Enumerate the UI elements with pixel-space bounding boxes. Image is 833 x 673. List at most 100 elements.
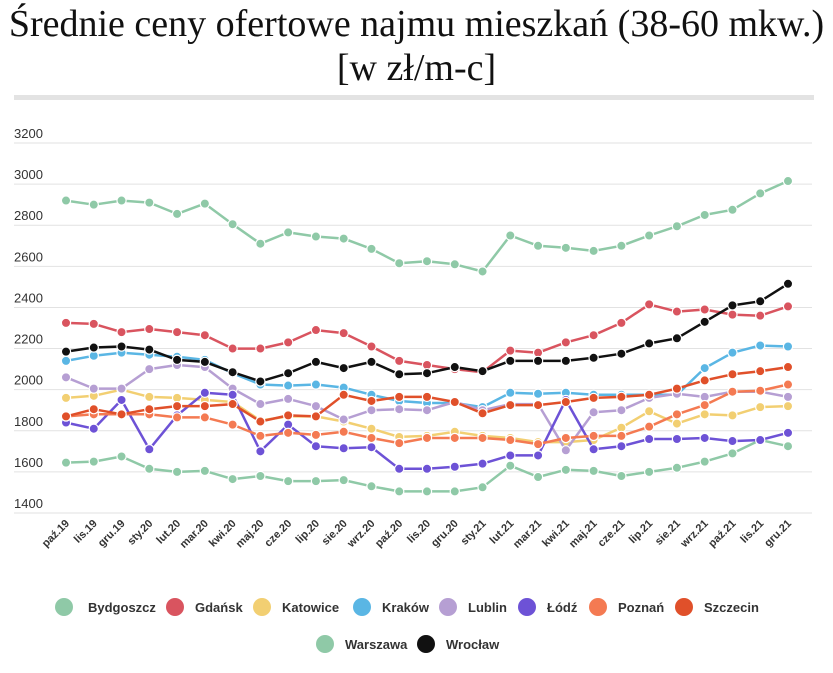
data-point (310, 356, 322, 368)
data-point (366, 243, 377, 255)
x-tick-label: lip.20 (294, 518, 322, 546)
data-point (116, 383, 127, 394)
data-point (144, 391, 155, 403)
data-point (199, 387, 211, 398)
legend: Bydgoszcz Gdańsk Katowice Kraków Lublin Łódź P… (55, 598, 759, 653)
legend-marker (417, 635, 435, 653)
data-point (699, 316, 710, 328)
data-point (755, 401, 766, 413)
data-point (560, 464, 572, 476)
data-point (255, 430, 266, 442)
data-point (394, 403, 405, 415)
data-point (755, 434, 766, 446)
data-point (505, 434, 516, 446)
data-point (310, 411, 322, 422)
data-point (310, 231, 322, 242)
data-point (144, 344, 155, 355)
data-point (394, 391, 405, 403)
data-point (88, 383, 99, 394)
x-tick-label: mar.20 (178, 518, 211, 551)
data-point (616, 240, 627, 251)
data-point (310, 324, 322, 336)
data-point (643, 421, 655, 432)
legend-marker (166, 598, 184, 616)
data-point (505, 355, 516, 367)
data-point (227, 389, 238, 401)
data-point (144, 463, 155, 475)
x-tick-label: sty.20 (125, 518, 155, 548)
data-point (144, 363, 155, 375)
data-point (421, 405, 433, 416)
series-1 (60, 434, 794, 497)
data-point (171, 208, 183, 220)
data-point (560, 355, 572, 367)
legend-item: Katowice (253, 598, 339, 616)
data-point (171, 326, 183, 338)
data-point (227, 473, 238, 485)
data-point (171, 400, 183, 412)
legend-marker (353, 598, 371, 616)
x-tick-label: gru.20 (429, 518, 461, 550)
legend-marker (253, 598, 271, 616)
series-8 (60, 361, 794, 427)
x-axis-ticks: paź.19 lis.19gru.19sty.20lut.20mar.20kwi.… (40, 518, 794, 551)
data-point (88, 342, 99, 353)
title-divider (14, 95, 814, 100)
data-point (171, 466, 183, 478)
data-point (255, 398, 266, 410)
data-point (227, 398, 238, 410)
data-point (616, 317, 627, 329)
data-point (338, 389, 349, 401)
data-point (588, 329, 599, 341)
data-point (338, 426, 349, 438)
data-point (699, 304, 710, 315)
legend-item: Warszawa (316, 635, 408, 653)
data-point (588, 444, 599, 455)
data-point (671, 418, 683, 429)
y-tick-label: 2600 (14, 249, 43, 264)
x-tick-label: sie.20 (320, 518, 350, 548)
data-point (282, 368, 294, 379)
data-point (366, 423, 377, 434)
data-point (588, 392, 599, 404)
legend-label: Lublin (468, 600, 507, 615)
data-point (144, 323, 155, 335)
data-point (532, 450, 544, 461)
legend-marker (439, 598, 457, 616)
data-point (310, 475, 322, 487)
data-point (227, 343, 238, 354)
data-point (782, 278, 794, 290)
data-point (671, 221, 683, 232)
data-point (199, 412, 211, 423)
data-point (310, 440, 322, 452)
data-point (282, 337, 294, 348)
x-tick-label: kwi.20 (207, 518, 239, 550)
x-tick-label: sty.21 (459, 518, 489, 548)
data-point (505, 230, 516, 241)
data-point (727, 347, 738, 358)
data-point (449, 396, 460, 408)
x-tick-label: cze.20 (262, 518, 294, 550)
data-point (782, 400, 794, 412)
data-point (60, 411, 72, 422)
data-point (616, 470, 627, 482)
data-point (560, 396, 572, 408)
data-point (60, 346, 72, 357)
data-point (144, 444, 155, 455)
data-point (421, 463, 433, 475)
legend-label: Kraków (382, 600, 430, 615)
x-tick-label: wrz.21 (678, 518, 711, 551)
data-point (144, 403, 155, 415)
data-point (255, 470, 266, 482)
legend-marker (675, 598, 693, 616)
legend-item: Wrocław (417, 635, 500, 653)
data-point (643, 338, 655, 349)
x-tick-label: paź.21 (706, 518, 738, 550)
x-tick-label: sie.21 (653, 518, 683, 548)
data-point (255, 238, 266, 249)
data-point (477, 408, 488, 419)
data-point (338, 414, 349, 425)
data-point (560, 432, 572, 444)
data-point (116, 195, 127, 206)
data-point (338, 443, 349, 454)
